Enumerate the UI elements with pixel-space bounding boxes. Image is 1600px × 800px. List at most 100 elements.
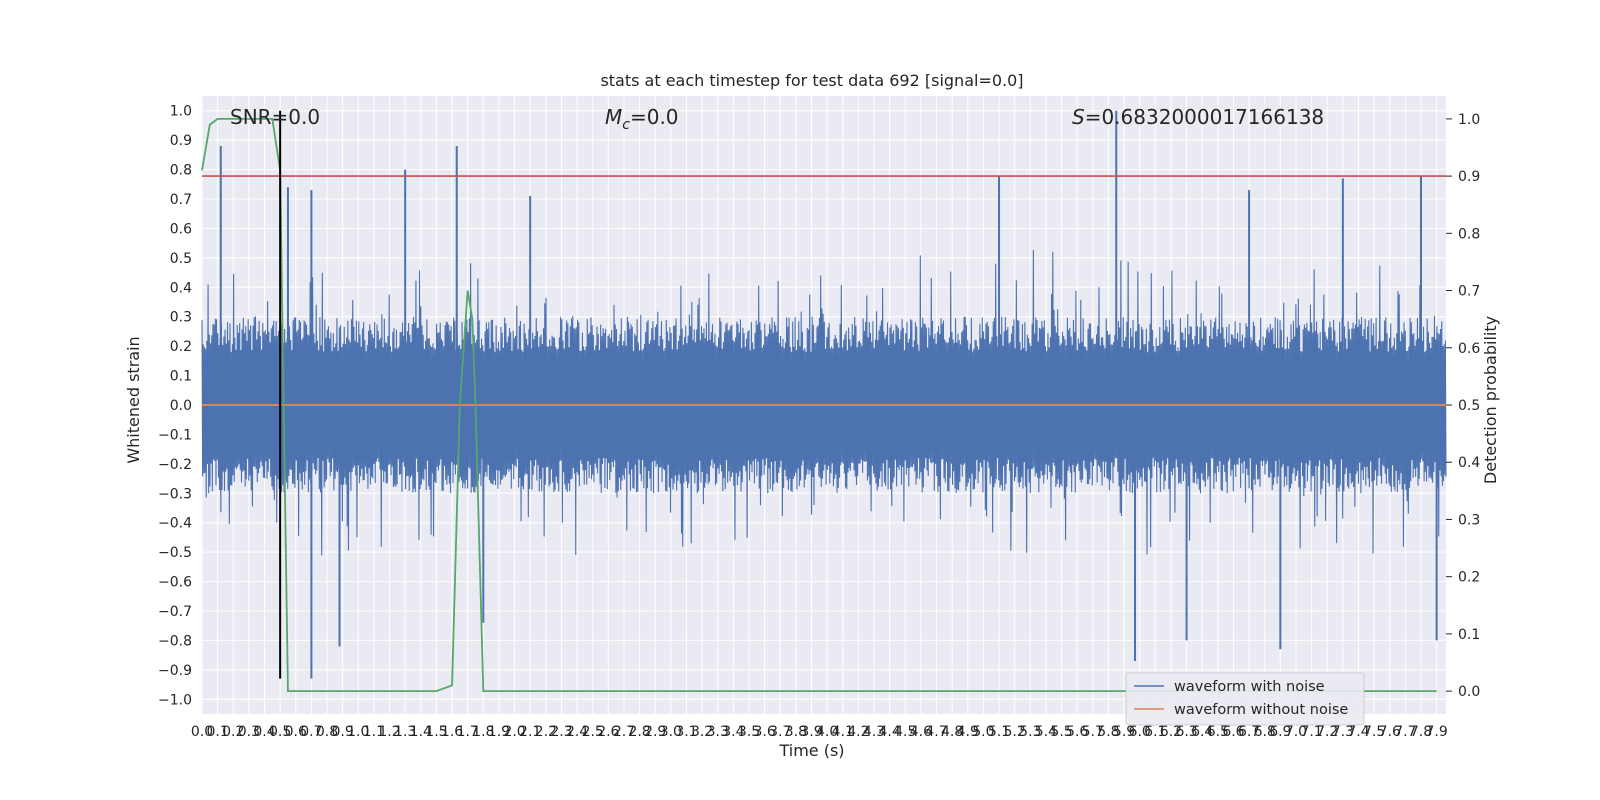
x-tick-label: 6.4 [1191, 724, 1213, 740]
right-y-tick-label: 0.8 [1458, 226, 1480, 242]
x-tick-label: 7.4 [1347, 724, 1369, 740]
x-tick-label: 2.8 [628, 724, 650, 740]
left-y-axis-ticks: −1.0 −0.9 −0.8 −0.7 −0.6 −0.5 −0.4 −0.3 −0.2 −0.1… [158, 104, 192, 709]
x-tick-label: 1.3 [394, 724, 416, 740]
left-y-axis-label: Whitened strain [124, 336, 143, 463]
x-tick-label: 0.2 [222, 724, 244, 740]
chart-title: stats at each timestep for test data 692… [600, 71, 1023, 90]
left-y-tick-label: −0.3 [158, 486, 192, 502]
left-y-tick-label: −1.0 [158, 692, 192, 708]
left-y-tick-label: 0.4 [170, 280, 192, 296]
left-y-tick-label: −0.6 [158, 575, 192, 591]
x-tick-label: 4.0 [816, 724, 838, 740]
legend-box [1125, 672, 1365, 726]
x-tick-label: 0.8 [316, 724, 338, 740]
x-tick-label: 6.5 [1207, 724, 1229, 740]
x-tick-label: 6.2 [1160, 724, 1182, 740]
x-tick-label: 5.2 [1004, 724, 1026, 740]
left-y-tick-label: 0.8 [170, 163, 192, 179]
x-tick-label: 3.9 [800, 724, 822, 740]
x-tick-label: 2.7 [613, 724, 635, 740]
left-y-tick-label: 0.0 [170, 398, 192, 414]
x-tick-label: 1.7 [457, 724, 479, 740]
mc-symbol: M [605, 105, 622, 129]
x-tick-label: 1.9 [488, 724, 510, 740]
x-tick-label: 3.7 [769, 724, 791, 740]
x-tick-label: 2.5 [582, 724, 604, 740]
right-y-tick-label: 0.5 [1458, 398, 1480, 414]
x-tick-label: 3.5 [738, 724, 760, 740]
s-symbol: S [1072, 105, 1085, 129]
legend: waveform with noise waveform without noi… [1125, 672, 1365, 726]
x-tick-label: 2.3 [550, 724, 572, 740]
left-y-tick-label: −0.9 [158, 663, 192, 679]
x-tick-label: 0.3 [238, 724, 260, 740]
left-y-tick-label: 0.1 [170, 369, 192, 385]
x-tick-label: 3.0 [660, 724, 682, 740]
x-tick-label: 1.1 [363, 724, 385, 740]
mc-subscript: c [622, 117, 630, 133]
mc-value: =0.0 [630, 105, 679, 129]
x-tick-label: 2.4 [566, 724, 588, 740]
x-tick-label: 4.8 [941, 724, 963, 740]
right-y-tick-label: 0.3 [1458, 512, 1480, 528]
x-tick-label: 1.2 [378, 724, 400, 740]
right-y-tick-label: 0.7 [1458, 284, 1480, 300]
left-y-tick-label: 0.3 [170, 310, 192, 326]
x-tick-label: 5.1 [988, 724, 1010, 740]
left-y-tick-label: 0.6 [170, 221, 192, 237]
left-y-tick-label: −0.1 [158, 427, 192, 443]
x-tick-label: 7.3 [1332, 724, 1354, 740]
noise-waveform-line [201, 249, 1447, 556]
x-tick-label: 4.2 [847, 724, 869, 740]
right-y-axis-label: Detection probability [1481, 316, 1500, 484]
x-axis-ticks: 0.00.10.20.30.40.50.60.70.80.91.01.11.21… [191, 724, 1448, 740]
x-tick-label: 7.2 [1316, 724, 1338, 740]
x-tick-label: 7.6 [1379, 724, 1401, 740]
x-tick-label: 2.0 [503, 724, 525, 740]
left-y-tick-label: 1.0 [170, 104, 192, 120]
x-tick-label: 3.1 [675, 724, 697, 740]
x-tick-label: 5.7 [1082, 724, 1104, 740]
x-tick-label: 4.1 [832, 724, 854, 740]
left-y-tick-label: −0.2 [158, 457, 192, 473]
x-tick-label: 6.0 [1129, 724, 1151, 740]
right-y-axis-ticks: 0.0 0.1 0.2 0.3 0.4 0.5 0.6 0.7 0.8 0.9 1.0 [1446, 112, 1480, 700]
x-tick-label: 7.9 [1425, 724, 1447, 740]
right-y-tick-label: 0.9 [1458, 169, 1480, 185]
x-axis-label: Time (s) [778, 741, 844, 760]
right-y-tick-label: 0.1 [1458, 627, 1480, 643]
x-tick-label: 4.4 [879, 724, 901, 740]
x-tick-label: 0.0 [191, 724, 213, 740]
left-y-tick-label: 0.5 [170, 251, 192, 267]
x-tick-label: 0.4 [253, 724, 275, 740]
right-y-tick-label: 0.6 [1458, 341, 1480, 357]
x-tick-label: 1.8 [472, 724, 494, 740]
right-y-tick-label: 0.0 [1458, 684, 1480, 700]
x-tick-label: 1.6 [441, 724, 463, 740]
x-tick-label: 0.5 [269, 724, 291, 740]
overlay-lines [201, 110, 1446, 693]
x-tick-label: 7.8 [1410, 724, 1432, 740]
right-y-tick-label: 1.0 [1458, 112, 1480, 128]
x-tick-label: 4.9 [957, 724, 979, 740]
left-y-tick-label: 0.7 [170, 192, 192, 208]
x-tick-label: 3.4 [722, 724, 744, 740]
x-tick-label: 3.2 [691, 724, 713, 740]
x-tick-label: 6.6 [1222, 724, 1244, 740]
snr-annotation: SNR=0.0 [230, 105, 320, 129]
s-annotation: S=0.6832000017166138 [1072, 105, 1324, 129]
left-y-tick-label: −0.7 [158, 604, 192, 620]
legend-label-noise: waveform with noise [1174, 679, 1325, 695]
x-tick-label: 5.6 [1066, 724, 1088, 740]
x-tick-label: 6.3 [1175, 724, 1197, 740]
x-tick-label: 7.5 [1363, 724, 1385, 740]
x-tick-label: 0.7 [300, 724, 322, 740]
s-value: =0.6832000017166138 [1085, 105, 1324, 129]
x-tick-label: 0.6 [285, 724, 307, 740]
x-tick-label: 1.5 [425, 724, 447, 740]
left-y-tick-label: −0.8 [158, 633, 192, 649]
x-tick-label: 5.5 [1050, 724, 1072, 740]
mc-annotation: Mc=0.0 [605, 105, 679, 133]
